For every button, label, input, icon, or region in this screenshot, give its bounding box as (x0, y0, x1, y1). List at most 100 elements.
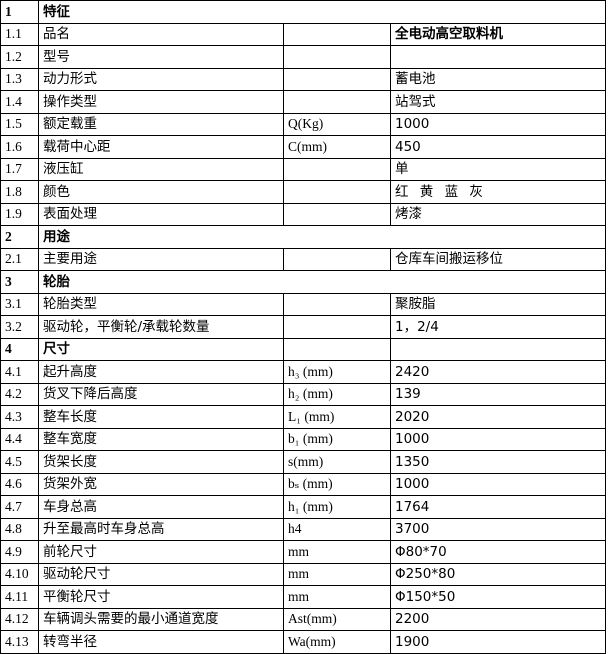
row-item-cell: 车辆调头需要的最小通道宽度 (38, 608, 284, 631)
row-value-cell: Φ150*50 (390, 585, 607, 609)
row-symbol-cell: b₁ (mm) (283, 428, 391, 451)
row-value-cell: Φ250*80 (390, 563, 607, 586)
row-number-cell: 3.2 (0, 315, 39, 339)
row-symbol-cell (283, 293, 391, 316)
row-number-cell: 4.4 (0, 428, 39, 451)
row-value-cell: 3700 (390, 518, 607, 541)
row-symbol-cell: h₁ (mm) (283, 495, 391, 519)
table-row: 4.6 货架外宽 bₛ (mm) 1000 (0, 473, 607, 496)
table-row: 4.1 起升高度 h₃ (mm) 2420 (0, 360, 607, 384)
row-item-cell: 整车宽度 (38, 428, 284, 451)
row-value-cell: 仓库车间搬运移位 (390, 248, 607, 271)
row-value-cell: 1000 (390, 473, 607, 496)
row-item-cell: 特征 (38, 0, 607, 24)
row-number-cell: 4.6 (0, 473, 39, 496)
row-item-cell: 尺寸 (38, 338, 284, 361)
row-number-cell: 1.8 (0, 180, 39, 204)
row-number-cell: 1 (0, 0, 39, 24)
table-row: 4.8 升至最高时车身总高 h4 3700 (0, 518, 607, 541)
table-row: 1.1 品名 全电动高空取料机 (0, 23, 607, 46)
row-symbol-cell: mm (283, 585, 391, 609)
row-symbol-cell: mm (283, 540, 391, 564)
row-value-cell: 聚胺脂 (390, 293, 607, 316)
table-row: 4.10 驱动轮尺寸 mm Φ250*80 (0, 563, 607, 586)
row-symbol-cell (283, 315, 391, 339)
row-item-cell: 转弯半径 (38, 630, 284, 654)
row-number-cell: 1.2 (0, 45, 39, 69)
row-symbol-cell: Ast(mm) (283, 608, 391, 631)
row-number-cell: 4.12 (0, 608, 39, 631)
row-number-cell: 4.7 (0, 495, 39, 519)
row-number-cell: 1.3 (0, 68, 39, 91)
row-value-cell: 单 (390, 158, 607, 181)
table-row: 1.7 液压缸 单 (0, 158, 607, 181)
row-item-cell: 表面处理 (38, 203, 284, 226)
row-item-cell: 前轮尺寸 (38, 540, 284, 564)
row-item-cell: 轮胎 (38, 270, 607, 294)
row-value-cell (390, 338, 607, 361)
row-number-cell: 1.6 (0, 135, 39, 159)
row-symbol-cell: Q(Kg) (283, 113, 391, 136)
row-number-cell: 4.1 (0, 360, 39, 384)
row-number-cell: 4.9 (0, 540, 39, 564)
row-symbol-cell: Wa(mm) (283, 630, 391, 654)
row-number-cell: 4.10 (0, 563, 39, 586)
row-number-cell: 1.5 (0, 113, 39, 136)
row-number-cell: 4.13 (0, 630, 39, 654)
table-row: 4.12 车辆调头需要的最小通道宽度 Ast(mm) 2200 (0, 608, 607, 631)
row-number-cell: 4.8 (0, 518, 39, 541)
row-value-cell: 1764 (390, 495, 607, 519)
row-symbol-cell (283, 180, 391, 204)
row-item-cell: 品名 (38, 23, 284, 46)
row-value-cell (390, 45, 607, 69)
row-item-cell: 动力形式 (38, 68, 284, 91)
row-item-cell: 整车长度 (38, 405, 284, 429)
row-value-cell: 450 (390, 135, 607, 159)
row-value-cell: 红 黄 蓝 灰 (390, 180, 607, 204)
table-row: 1.4 操作类型 站驾式 (0, 90, 607, 114)
row-value-cell: 2020 (390, 405, 607, 429)
table-row: 4.3 整车长度 L₁ (mm) 2020 (0, 405, 607, 429)
row-number-cell: 3 (0, 270, 39, 294)
row-item-cell: 轮胎类型 (38, 293, 284, 316)
row-number-cell: 3.1 (0, 293, 39, 316)
table-row: 1 特征 (0, 0, 607, 24)
table-row: 2.1 主要用途 仓库车间搬运移位 (0, 248, 607, 271)
row-value-cell: 1000 (390, 428, 607, 451)
row-number-cell: 4.5 (0, 450, 39, 474)
row-number-cell: 1.1 (0, 23, 39, 46)
row-symbol-cell (283, 23, 391, 46)
row-item-cell: 平衡轮尺寸 (38, 585, 284, 609)
row-symbol-cell (283, 338, 391, 361)
row-symbol-cell: s(mm) (283, 450, 391, 474)
row-item-cell: 用途 (38, 225, 607, 249)
row-symbol-cell: mm (283, 563, 391, 586)
row-symbol-cell (283, 90, 391, 114)
row-symbol-cell (283, 158, 391, 181)
table-row: 1.2 型号 (0, 45, 607, 69)
table-row: 4.13 转弯半径 Wa(mm) 1900 (0, 630, 607, 654)
table-row: 4.11 平衡轮尺寸 mm Φ150*50 (0, 585, 607, 609)
table-row: 1.9 表面处理 烤漆 (0, 203, 607, 226)
row-number-cell: 4 (0, 338, 39, 361)
row-item-cell: 液压缸 (38, 158, 284, 181)
row-number-cell: 1.9 (0, 203, 39, 226)
row-item-cell: 起升高度 (38, 360, 284, 384)
row-symbol-cell (283, 45, 391, 69)
row-symbol-cell: h₂ (mm) (283, 383, 391, 406)
row-value-cell: 1000 (390, 113, 607, 136)
row-value-cell: 2200 (390, 608, 607, 631)
table-row: 1.8 颜色 红 黄 蓝 灰 (0, 180, 607, 204)
table-row: 4.2 货叉下降后高度 h₂ (mm) 139 (0, 383, 607, 406)
row-number-cell: 1.4 (0, 90, 39, 114)
row-symbol-cell: C(mm) (283, 135, 391, 159)
row-item-cell: 货架长度 (38, 450, 284, 474)
table-row: 1.3 动力形式 蓄电池 (0, 68, 607, 91)
table-row: 4.5 货架长度 s(mm) 1350 (0, 450, 607, 474)
row-value-cell: Φ80*70 (390, 540, 607, 564)
row-value-cell: 139 (390, 383, 607, 406)
row-value-cell: 1，2/4 (390, 315, 607, 339)
table-row: 2 用途 (0, 225, 607, 249)
